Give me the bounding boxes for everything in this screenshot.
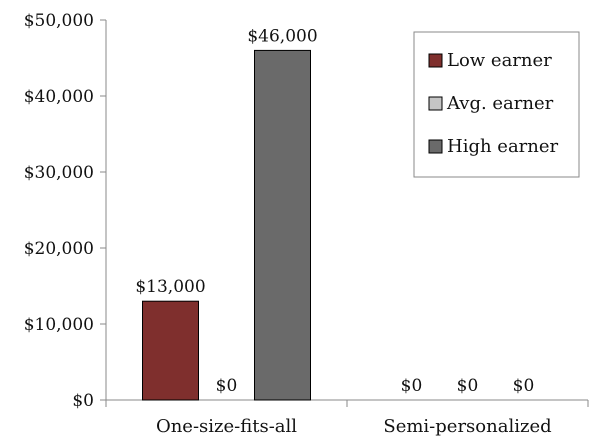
bar bbox=[254, 49, 311, 401]
bars bbox=[142, 49, 311, 401]
y-tick-label: $10,000 bbox=[24, 315, 94, 335]
legend-swatch bbox=[428, 139, 443, 154]
y-tick-label: $0 bbox=[72, 391, 94, 411]
data-label: $13,000 bbox=[135, 277, 205, 297]
bar bbox=[142, 300, 199, 401]
data-label: $46,000 bbox=[247, 26, 317, 46]
x-category-label: Semi-personalized bbox=[383, 416, 551, 437]
legend-label: High earner bbox=[447, 136, 559, 157]
legend-swatch bbox=[428, 96, 443, 111]
data-labels: $13,000 $0 $46,000 $0 $0 $0 bbox=[135, 26, 534, 396]
legend-label: Avg. earner bbox=[446, 93, 554, 114]
y-axis-ticks: $0 $10,000 $20,000 $30,000 $40,000 $50,000 bbox=[24, 11, 106, 411]
legend-label: Low earner bbox=[447, 50, 552, 71]
data-label: $0 bbox=[457, 376, 479, 396]
legend: Low earner Avg. earner High earner bbox=[413, 31, 580, 178]
x-category-label: One-size-fits-all bbox=[156, 416, 297, 437]
y-tick-label: $20,000 bbox=[24, 239, 94, 259]
data-label: $0 bbox=[216, 376, 238, 396]
legend-swatch bbox=[428, 53, 443, 68]
y-tick-label: $40,000 bbox=[24, 87, 94, 107]
data-label: $0 bbox=[513, 376, 535, 396]
data-label: $0 bbox=[401, 376, 423, 396]
y-tick-label: $50,000 bbox=[24, 11, 94, 31]
y-tick-label: $30,000 bbox=[24, 163, 94, 183]
x-axis-categories: One-size-fits-all Semi-personalized bbox=[105, 400, 589, 437]
